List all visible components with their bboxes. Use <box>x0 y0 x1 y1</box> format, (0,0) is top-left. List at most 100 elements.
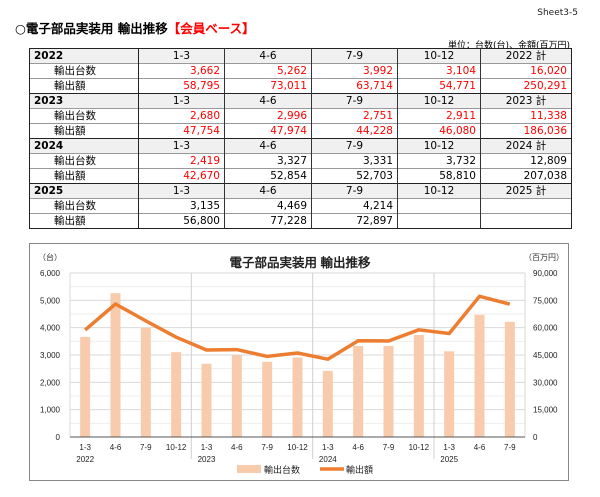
category-label: 4-6 <box>110 443 122 452</box>
value-cell: 2,996 <box>224 108 312 124</box>
value-cell: 3,992 <box>311 63 398 79</box>
unit-note: 単位：台数(台)、金額(百万円) <box>447 41 570 51</box>
value-cell: 63,714 <box>311 78 398 94</box>
year-header-row: 2023 1-3 4-6 7-9 10-12 2023 計 <box>29 93 572 109</box>
bar-units <box>353 346 364 437</box>
page-title-accent: 【会員ベース】 <box>167 21 255 36</box>
quarter-header: 7-9 <box>311 93 398 109</box>
year-header-row: 2025 1-3 4-6 7-9 10-12 2025 計 <box>29 183 572 199</box>
value-cell: 72,897 <box>311 213 398 229</box>
category-label: 1-3 <box>79 443 91 452</box>
value-cell: 2,419 <box>138 153 225 169</box>
value-cell: 3,662 <box>138 63 225 79</box>
quarter-header: 7-9 <box>311 48 398 64</box>
total-cell: 11,338 <box>480 108 572 124</box>
value-cell: 3,732 <box>397 153 481 169</box>
quarter-header: 1-3 <box>138 48 225 64</box>
category-label: 7-9 <box>140 443 152 452</box>
page-title: ○電子部品実装用 輸出推移【会員ベース】 <box>15 18 255 37</box>
bar-units <box>231 355 242 437</box>
bar-units <box>383 345 394 437</box>
row-label: 輸出台数 <box>29 63 139 79</box>
year-total-header: 2023 計 <box>480 93 572 109</box>
left-axis-tick: 0 <box>56 433 61 442</box>
quarter-header: 1-3 <box>138 93 225 109</box>
units-row: 輸出台数 2,680 2,996 2,751 2,911 11,338 <box>29 108 572 124</box>
amount-row: 輸出額 58,795 73,011 63,714 54,771 250,291 <box>29 78 572 94</box>
quarter-header: 10-12 <box>397 93 481 109</box>
year-group-label: 2022 <box>76 455 94 464</box>
bar-units <box>110 293 121 437</box>
bar-units <box>474 314 485 437</box>
units-row: 輸出台数 3,135 4,469 4,214 <box>29 198 572 214</box>
right-axis-tick: 45,000 <box>533 351 558 360</box>
year-label: 2024 <box>29 138 139 154</box>
export-table: 2022 1-3 4-6 7-9 10-12 2022 計輸出台数 3,662 5,262 3,… <box>29 48 572 229</box>
right-axis-tick: 15,000 <box>533 406 558 415</box>
value-cell: 52,854 <box>224 168 312 184</box>
row-label: 輸出台数 <box>29 108 139 124</box>
left-axis-unit: （台） <box>38 252 62 262</box>
category-label: 7-9 <box>383 443 395 452</box>
year-label: 2023 <box>29 93 139 109</box>
amount-row: 輸出額 47,754 47,974 44,228 46,080 186,036 <box>29 123 572 139</box>
value-cell: 44,228 <box>311 123 398 139</box>
right-axis-unit: （百万円） <box>524 253 564 262</box>
row-label: 輸出台数 <box>29 153 139 169</box>
quarter-header: 4-6 <box>224 93 312 109</box>
value-cell: 46,080 <box>397 123 481 139</box>
left-axis-tick: 1,000 <box>40 406 61 415</box>
year-group-label: 2023 <box>198 455 216 464</box>
right-axis-tick: 75,000 <box>533 296 558 305</box>
quarter-header: 10-12 <box>397 138 481 154</box>
bar-units <box>201 363 212 437</box>
bar-units <box>504 321 515 437</box>
category-label: 1-3 <box>201 443 213 452</box>
category-label: 10-12 <box>287 443 308 452</box>
right-axis-tick: 90,000 <box>533 269 558 278</box>
bar-units <box>413 334 424 437</box>
value-cell: 3,104 <box>397 63 481 79</box>
category-label: 10-12 <box>166 443 187 452</box>
amount-row: 輸出額 42,670 52,854 52,703 58,810 207,038 <box>29 168 572 184</box>
units-row: 輸出台数 2,419 3,327 3,331 3,732 12,809 <box>29 153 572 169</box>
quarter-header: 4-6 <box>224 183 312 199</box>
bar-units <box>292 357 303 437</box>
chart-canvas: 電子部品実装用 輸出推移 （台） （百万円） 0 1,000 2,000 3,000 4,00… <box>38 252 564 475</box>
value-cell: 42,670 <box>138 168 225 184</box>
category-label: 1-3 <box>443 443 455 452</box>
value-cell: 77,228 <box>224 213 312 229</box>
line-amount <box>84 294 511 361</box>
total-cell <box>480 213 572 229</box>
right-axis-tick: 0 <box>533 433 538 442</box>
quarter-header: 1-3 <box>138 183 225 199</box>
category-label: 4-6 <box>352 443 364 452</box>
quarter-header: 10-12 <box>397 48 481 64</box>
left-axis-tick: 5,000 <box>40 296 61 305</box>
value-cell: 5,262 <box>224 63 312 79</box>
row-label: 輸出額 <box>29 123 139 139</box>
amount-row: 輸出額 56,800 77,228 72,897 <box>29 213 572 229</box>
value-cell <box>397 213 481 229</box>
bar-units <box>140 327 151 437</box>
export-chart: 電子部品実装用 輸出推移 （台） （百万円） 0 1,000 2,000 3,000 4,00… <box>29 243 569 481</box>
value-cell: 47,754 <box>138 123 225 139</box>
value-cell: 3,327 <box>224 153 312 169</box>
year-group-label: 2024 <box>319 455 337 464</box>
value-cell: 2,680 <box>138 108 225 124</box>
year-header-row: 2022 1-3 4-6 7-9 10-12 2022 計 <box>29 48 572 64</box>
quarter-header: 7-9 <box>311 138 398 154</box>
left-axis-tick: 2,000 <box>40 378 61 387</box>
chart-title: 電子部品実装用 輸出推移 <box>230 255 371 270</box>
year-label: 2025 <box>29 183 139 199</box>
quarter-header: 10-12 <box>397 183 481 199</box>
legend-amount-label: 輸出額 <box>346 464 373 475</box>
category-label: 7-9 <box>261 443 273 452</box>
row-label: 輸出台数 <box>29 198 139 214</box>
category-label: 10-12 <box>409 443 430 452</box>
total-cell: 12,809 <box>480 153 572 169</box>
year-total-header: 2022 計 <box>480 48 572 64</box>
right-axis-tick: 30,000 <box>533 378 558 387</box>
page-title-main: ○電子部品実装用 輸出推移 <box>15 21 168 36</box>
value-cell: 58,810 <box>397 168 481 184</box>
